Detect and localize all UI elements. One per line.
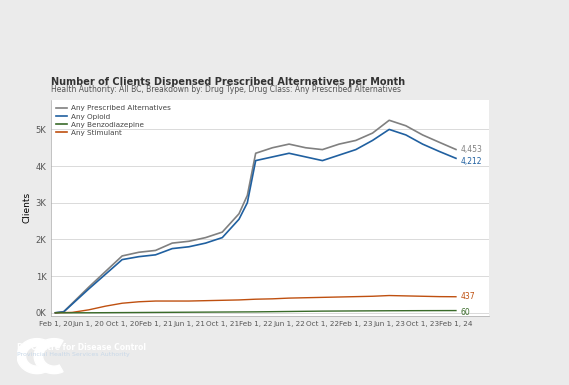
Text: 437: 437 xyxy=(460,292,475,301)
Text: Provincial Health Services Authority: Provincial Health Services Authority xyxy=(17,352,130,357)
Text: Number of Clients Dispensed Prescribed Alternatives per Month: Number of Clients Dispensed Prescribed A… xyxy=(51,77,405,87)
Polygon shape xyxy=(17,339,46,373)
Legend: Any Prescribed Alternatives, Any Opioid, Any Benzodiazepine, Any Stimulant: Any Prescribed Alternatives, Any Opioid,… xyxy=(55,104,172,137)
Text: 4,453: 4,453 xyxy=(460,145,482,154)
Text: 60: 60 xyxy=(460,308,470,316)
Text: BC Centre for Disease Control: BC Centre for Disease Control xyxy=(17,343,146,352)
Polygon shape xyxy=(34,339,63,373)
Y-axis label: Clients: Clients xyxy=(22,192,31,223)
Text: 4,212: 4,212 xyxy=(460,157,481,166)
Text: Health Authority: All BC, Breakdown by: Drug Type, Drug Class: Any Prescribed Al: Health Authority: All BC, Breakdown by: … xyxy=(51,85,401,94)
